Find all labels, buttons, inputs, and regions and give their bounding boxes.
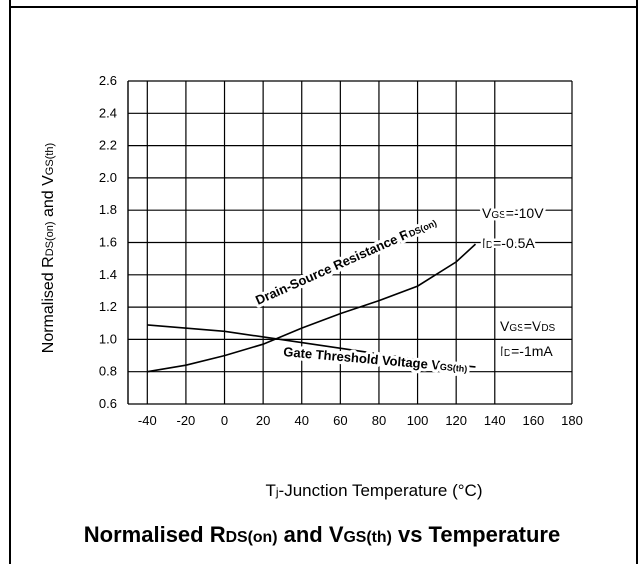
series-2-label: Gate Threshold Voltage VGS(th) — [283, 344, 468, 375]
y-tick-label: 2.2 — [99, 138, 117, 153]
y-tick-label: 1.2 — [99, 299, 117, 314]
chart-title-part-b: and V — [277, 522, 344, 547]
y-axis-label-b: and V — [40, 175, 57, 222]
x-tick-label: 0 — [221, 413, 228, 428]
chart-title-part-a: Normalised R — [83, 522, 226, 547]
series-1-condition-2-a: I — [482, 235, 486, 251]
series-line-2 — [147, 324, 476, 368]
chart-title-part-c: vs Temperature — [391, 522, 561, 547]
series-2-condition-1-b: =V — [524, 318, 542, 334]
y-tick-label: 1.8 — [99, 202, 117, 217]
y-tick-label: 2.6 — [99, 73, 117, 88]
series-2-condition-1: VGS=VDS — [500, 318, 556, 334]
chart-title-sub-a: DS(on) — [225, 529, 278, 546]
series-2-condition-2-a_sub: D — [504, 348, 511, 359]
x-tick-label: 40 — [295, 413, 309, 428]
x-tick-label: 20 — [256, 413, 270, 428]
series-1-condition-2-a_sub: D — [486, 240, 493, 251]
y-tick-label: 2.4 — [99, 105, 117, 120]
x-axis-label-a: T — [265, 481, 275, 500]
series-2-condition-1-a: V — [500, 318, 510, 334]
series-1-condition-2: ID=-0.5A — [482, 235, 535, 251]
y-tick-label: 0.8 — [99, 364, 117, 379]
series-2-condition-2-a: I — [500, 343, 504, 359]
x-tick-label: 140 — [484, 413, 506, 428]
x-axis-label-a_sub: j — [275, 485, 279, 499]
series-1-condition-1-a: V — [482, 205, 492, 221]
series-1-condition-1-a_sub: GS — [491, 210, 506, 221]
series-2-condition-2-b: =-1mA — [511, 343, 553, 359]
x-axis-label-b: -Junction Temperature (°C) — [279, 481, 483, 500]
y-axis-label-b_sub: GS(th) — [44, 143, 56, 175]
series-1-label-a_sub: DS(on) — [407, 218, 438, 239]
series-1-condition-1-b: =-10V — [506, 205, 544, 221]
x-tick-label: 160 — [523, 413, 545, 428]
series-2-condition-2: ID=-1mA — [500, 343, 553, 359]
x-tick-label: 100 — [407, 413, 429, 428]
y-tick-label: 2.0 — [99, 170, 117, 185]
x-tick-label: 180 — [561, 413, 583, 428]
y-tick-label: 1.0 — [99, 331, 117, 346]
series-1-label-a: Drain-Source Resistance R — [253, 226, 412, 308]
series-2-condition-1-b_sub: DS — [541, 323, 555, 334]
y-axis-label-a_sub: DS(on) — [44, 221, 56, 256]
y-axis-label-a: Normalised R — [40, 256, 57, 353]
y-tick-label: 1.4 — [99, 267, 117, 282]
series-2-condition-1-a_sub: GS — [509, 323, 524, 334]
y-axis-label: Normalised RDS(on) and VGS(th) — [40, 143, 57, 353]
x-axis-label: Tj-Junction Temperature (°C) — [265, 481, 482, 500]
y-tick-label: 1.6 — [99, 235, 117, 250]
chart-title-sub-b: GS(th) — [343, 529, 392, 546]
series-1-condition-2-b: =-0.5A — [493, 235, 535, 251]
y-tick-label: 0.6 — [99, 396, 117, 411]
x-tick-label: -20 — [177, 413, 196, 428]
x-tick-label: -40 — [138, 413, 157, 428]
x-tick-label: 60 — [333, 413, 347, 428]
series-line-1 — [147, 243, 477, 373]
x-tick-label: 80 — [372, 413, 386, 428]
x-tick-label: 120 — [445, 413, 467, 428]
series-1-condition-1: VGS=-10V — [482, 205, 544, 221]
chart-title: Normalised RDS(on) and VGS(th) vs Temper… — [0, 522, 644, 548]
series-1-label: Drain-Source Resistance RDS(on) — [253, 214, 439, 308]
